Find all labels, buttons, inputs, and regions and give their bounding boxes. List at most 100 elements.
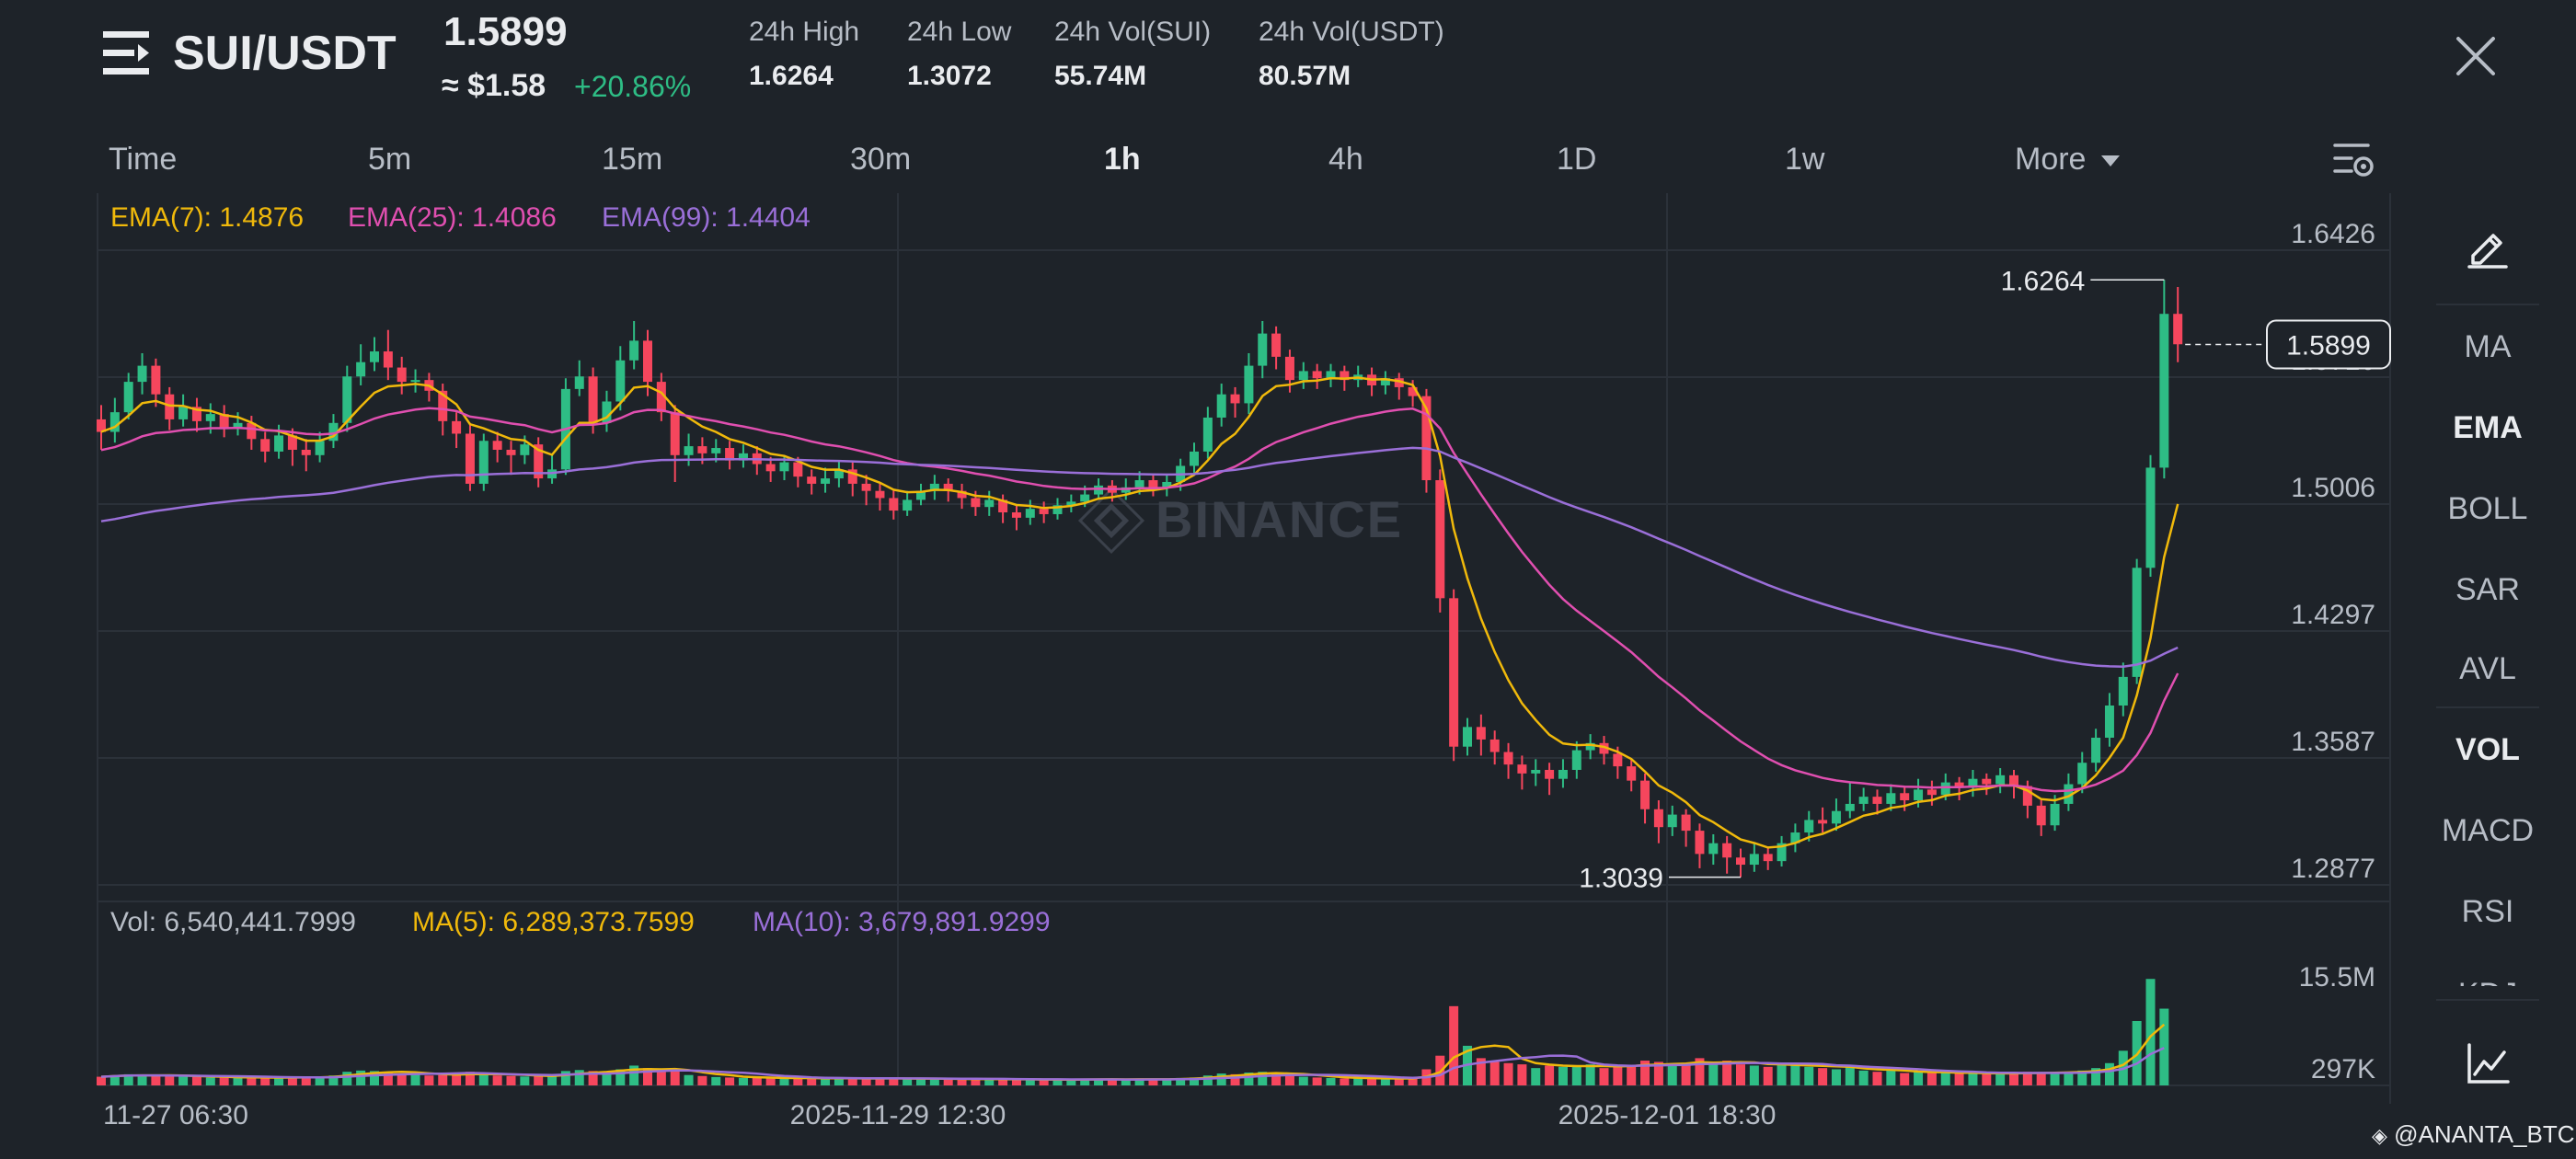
indicator-sar[interactable]: SAR <box>2455 572 2520 607</box>
volume-bar <box>1968 1073 1978 1085</box>
candle-body <box>807 476 817 484</box>
volume-bar <box>205 1077 215 1085</box>
candle-body <box>151 365 161 395</box>
volume-bar <box>1667 1065 1677 1085</box>
volume-bar <box>465 1072 475 1085</box>
candle-body <box>247 422 257 440</box>
candle-body <box>370 351 379 362</box>
tab-4h[interactable]: 4h <box>1328 142 1363 177</box>
volume-bar <box>1995 1073 2006 1085</box>
price-tick-label: 1.5006 <box>2291 473 2375 503</box>
volume-bar <box>1298 1076 1308 1085</box>
volume-bar <box>274 1077 284 1085</box>
candle-body <box>1558 769 1568 779</box>
volume-bar <box>1531 1068 1541 1085</box>
pencil-icon[interactable] <box>2466 224 2510 269</box>
candle-body <box>1326 371 1336 379</box>
indicator-kdj[interactable]: KDJ <box>2432 977 2543 986</box>
candle-body <box>588 376 598 423</box>
candle-body <box>903 499 913 511</box>
volume-bar <box>615 1069 626 1085</box>
ema7-legend: EMA(7): 1.4876 <box>110 202 305 233</box>
candle-body <box>452 420 462 434</box>
indicator-vol[interactable]: VOL <box>2455 732 2520 767</box>
candle-body <box>2104 705 2114 738</box>
candle-body <box>2118 676 2128 706</box>
volume-bar <box>2009 1073 2018 1085</box>
volume-bar <box>752 1077 762 1085</box>
line-chart-icon[interactable] <box>2466 1043 2510 1085</box>
price-change: +20.86% <box>574 70 692 103</box>
tab-5m[interactable]: 5m <box>368 142 412 177</box>
candle-body <box>1982 778 1992 785</box>
candle-body <box>1599 742 1609 754</box>
volume-bar <box>506 1075 516 1085</box>
volume-bar <box>1872 1072 1882 1085</box>
volume-bar <box>602 1072 612 1085</box>
tab-30m[interactable]: 30m <box>850 142 912 177</box>
volume-bar <box>1503 1062 1513 1085</box>
vol-ma10-legend: MA(10): 3,679,891.9299 <box>753 907 1051 937</box>
volume-bar <box>1312 1077 1322 1085</box>
current-price-label: 1.5899 <box>2286 330 2371 361</box>
candle-body <box>478 441 489 484</box>
candle-body <box>1681 814 1691 832</box>
volume-bar <box>1982 1073 1992 1085</box>
volume-bar <box>971 1079 981 1085</box>
tab-more[interactable]: More <box>2015 142 2121 178</box>
indicator-rsi[interactable]: RSI <box>2461 894 2514 929</box>
vol-ma10-line <box>100 1047 2165 1081</box>
candle-body <box>1148 480 1158 488</box>
candle-body <box>821 478 831 484</box>
volume-bar <box>738 1077 748 1085</box>
volume-bar <box>1749 1065 1759 1085</box>
indicator-macd[interactable]: MACD <box>2441 813 2535 848</box>
stat-24h-vol-usdt-label: 24h Vol(USDT) <box>1259 17 1444 47</box>
indicator-kdj-clip: KDJ <box>2432 960 2543 986</box>
volume-bar <box>998 1079 1008 1085</box>
candle-body <box>971 498 981 508</box>
volume-bar <box>1681 1064 1691 1085</box>
candle-body <box>847 469 857 484</box>
volume-bar <box>684 1074 694 1085</box>
ema99-legend: EMA(99): 1.4404 <box>602 202 811 233</box>
candle-body <box>520 444 530 455</box>
volume-bar <box>1489 1061 1500 1085</box>
ema99-line <box>100 446 2179 668</box>
volume-bar <box>520 1076 530 1085</box>
tab-1w[interactable]: 1w <box>1785 142 1825 177</box>
volume-bar <box>656 1072 666 1085</box>
volume-bar <box>1271 1073 1282 1085</box>
indicator-ema[interactable]: EMA <box>2453 410 2523 445</box>
candle-body <box>1230 394 1240 404</box>
stat-24h-high-label: 24h High <box>749 17 860 47</box>
indicator-ma[interactable]: MA <box>2464 329 2512 364</box>
candle-body <box>1667 814 1677 828</box>
volume-bar <box>452 1073 462 1085</box>
candles <box>97 280 2183 878</box>
indicator-boll[interactable]: BOLL <box>2447 491 2528 526</box>
last-price: 1.5899 <box>443 9 568 54</box>
volume-bar <box>383 1073 393 1085</box>
candle-body <box>629 340 639 361</box>
volume-bar <box>1367 1079 1377 1085</box>
trading-pair[interactable]: SUI/USDT <box>173 27 397 80</box>
volume-bar <box>1640 1061 1650 1085</box>
close-icon[interactable] <box>2455 35 2497 77</box>
candle-body <box>1790 832 1800 843</box>
chart-settings-icon[interactable] <box>2331 138 2375 180</box>
tab-1d[interactable]: 1D <box>1557 142 1597 177</box>
volume-bar <box>1954 1073 1964 1085</box>
indicator-avl[interactable]: AVL <box>2459 651 2516 686</box>
tab-15m[interactable]: 15m <box>602 142 663 177</box>
candle-body <box>1298 371 1308 381</box>
candle-body <box>328 422 339 442</box>
tab-1h[interactable]: 1h <box>1104 142 1141 177</box>
volume-bar <box>1162 1079 1172 1085</box>
tab-time[interactable]: Time <box>109 142 178 177</box>
candle-body <box>711 448 721 453</box>
menu-icon[interactable] <box>103 31 153 75</box>
volume-bar <box>1202 1075 1213 1085</box>
chart-grid <box>97 193 2391 1104</box>
